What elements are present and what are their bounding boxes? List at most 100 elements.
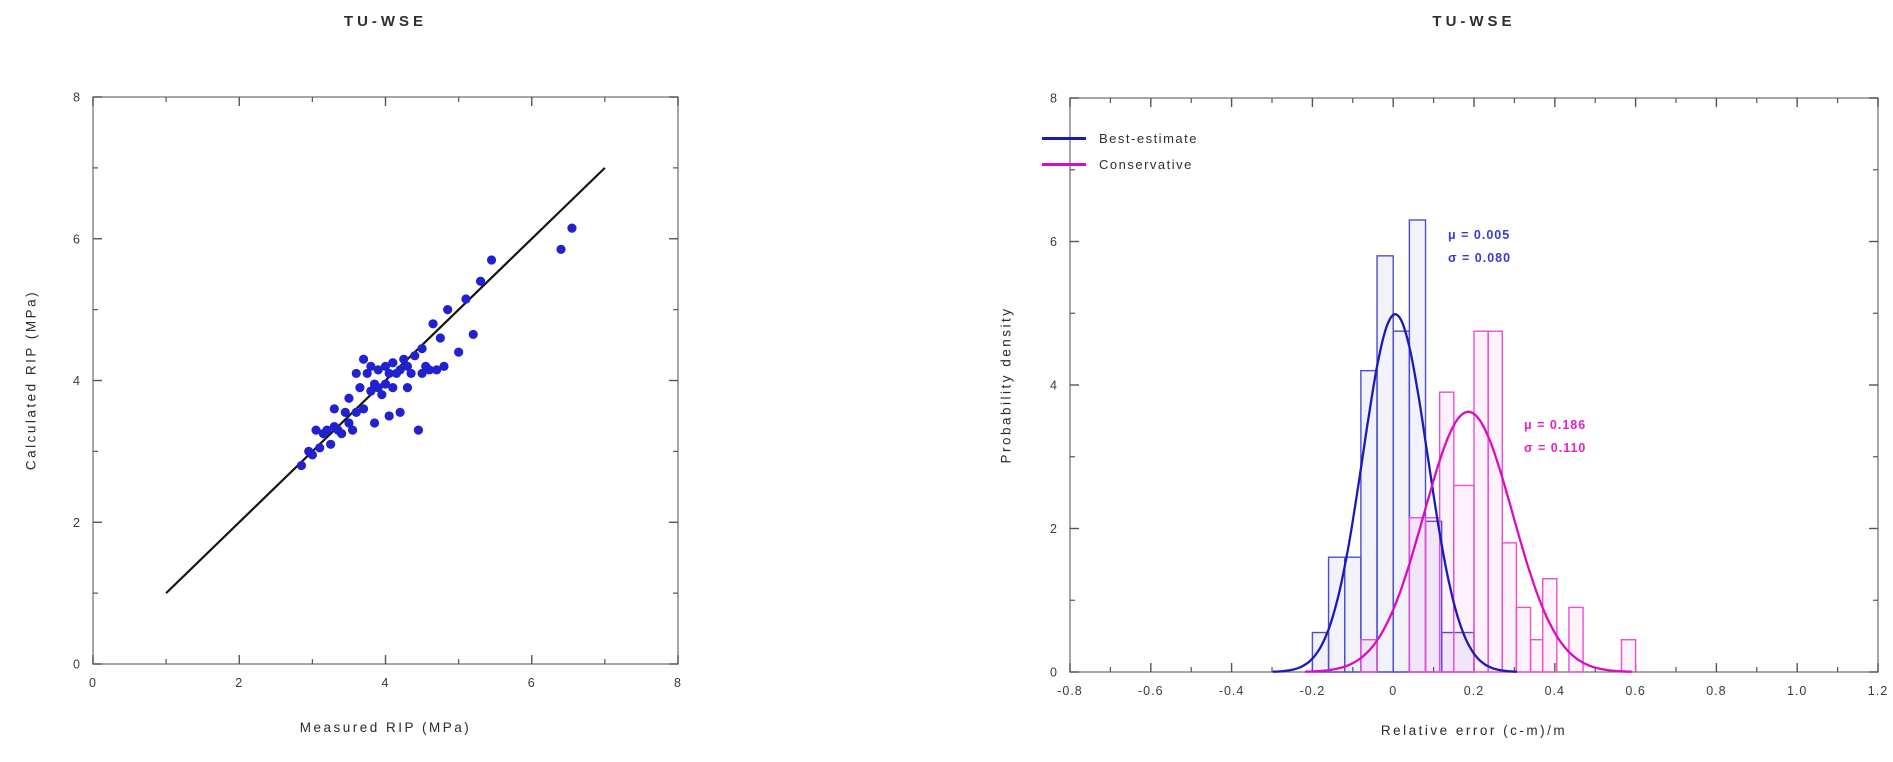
scatter-point — [439, 361, 449, 371]
scatter-point — [402, 382, 413, 393]
scatter-point — [384, 368, 394, 379]
x-axis-tick-label: 0 — [1389, 684, 1397, 698]
histogram-bar — [1515, 606, 1532, 673]
histogram-yaxis-label: Probability density — [998, 306, 1014, 464]
legend-row-best-estimate: Best-estimate — [1042, 131, 1198, 146]
y-axis-tick-label: 0 — [1050, 666, 1058, 680]
x-axis-tick-label: 8 — [674, 676, 682, 690]
y-axis-tick-label: 4 — [73, 374, 81, 388]
conservative-sigma-value: σ = 0.110 — [1524, 441, 1587, 455]
y-axis-tick-label: 2 — [73, 516, 81, 530]
y-axis-tick-label: 8 — [73, 91, 81, 105]
scatter-point — [567, 223, 577, 233]
y-axis-tick-label: 4 — [1050, 379, 1058, 393]
scatter-point — [428, 319, 438, 329]
scatter-point — [315, 443, 325, 453]
x-axis-tick-label: -0.2 — [1300, 684, 1326, 698]
y-axis-tick-label: 6 — [1050, 235, 1058, 249]
scatter-xaxis-label: Measured RIP (MPa) — [299, 720, 472, 735]
scatter-point — [402, 361, 413, 371]
best-estimate-mu-value: μ = 0.005 — [1448, 228, 1511, 242]
scatter-point — [322, 425, 332, 435]
histogram-bar — [1620, 639, 1637, 673]
x-axis-tick-label: 1.0 — [1787, 684, 1807, 698]
scatter-point — [351, 407, 361, 417]
y-axis-tick-label: 0 — [73, 658, 81, 672]
scatter-point — [337, 429, 347, 439]
histogram-bar — [1473, 330, 1489, 673]
scatter-point — [373, 382, 383, 393]
scatter-point — [296, 460, 307, 471]
scatter-point — [340, 407, 350, 417]
x-axis-tick-label: 0.4 — [1545, 684, 1565, 698]
scatter-point — [388, 382, 398, 393]
scatter-point — [384, 411, 394, 421]
legend-label-best-estimate: Best-estimate — [1099, 131, 1198, 146]
scatter-chart-title: TU-WSE — [343, 13, 428, 30]
scatter-point — [556, 244, 566, 254]
scatter-point — [369, 418, 380, 428]
x-axis-tick-label: 0.2 — [1464, 684, 1484, 698]
scatter-point — [432, 365, 442, 375]
best-estimate-stats-annotation: μ = 0.005 σ = 0.080 — [1448, 224, 1511, 270]
x-axis-tick-label: 0.6 — [1625, 684, 1645, 698]
best-estimate-sigma-value: σ = 0.080 — [1448, 251, 1512, 265]
y-axis-tick-label: 6 — [73, 232, 81, 246]
conservative-line-swatch — [1042, 163, 1086, 166]
best-estimate-line-swatch — [1042, 137, 1086, 140]
y-axis-tick-label: 2 — [1050, 522, 1058, 536]
histogram-bar — [1529, 639, 1544, 673]
scatter-point — [377, 390, 387, 400]
scatter-point — [461, 294, 471, 304]
scatter-point — [468, 329, 478, 340]
scatter-point — [395, 407, 405, 417]
scatter-point — [351, 368, 361, 379]
legend: Best-estimate Conservative — [1042, 131, 1198, 183]
histogram-bar — [1392, 330, 1411, 673]
scatter-point — [388, 358, 398, 368]
histogram-xaxis-label: Relative error (c-m)/m — [1380, 723, 1568, 738]
legend-row-conservative: Conservative — [1042, 157, 1198, 172]
scatter-point — [355, 382, 365, 393]
density-curve — [1304, 410, 1632, 673]
scatter-point — [399, 354, 409, 364]
x-axis-tick-label: -0.8 — [1057, 684, 1083, 698]
scatter-point — [406, 368, 416, 379]
histogram-bar — [1487, 330, 1503, 673]
scatter-point — [347, 425, 358, 435]
x-axis-tick-label: 1.2 — [1868, 684, 1888, 698]
scatter-point — [373, 365, 383, 375]
scatter-point — [311, 425, 321, 435]
x-axis-tick-label: -0.4 — [1219, 684, 1245, 698]
histogram-bar — [1453, 484, 1475, 673]
scatter-point — [358, 404, 369, 414]
x-axis-tick-label: 0.8 — [1706, 684, 1726, 698]
scatter-point — [395, 365, 405, 375]
scatter-point — [413, 425, 424, 435]
scatter-point — [344, 393, 354, 403]
scatter-point — [417, 344, 427, 354]
x-axis-tick-label: 2 — [235, 676, 243, 690]
x-axis-tick-label: 6 — [528, 676, 536, 690]
scatter-point — [443, 305, 453, 315]
scatter-point — [475, 276, 486, 286]
histogram-bar — [1501, 542, 1518, 673]
histogram-bar — [1311, 631, 1330, 673]
conservative-stats-annotation: μ = 0.186 σ = 0.110 — [1524, 414, 1586, 460]
scatter-point — [358, 354, 369, 364]
scatter-point — [366, 361, 376, 371]
y-axis-tick-label: 8 — [1050, 92, 1058, 106]
scatter-point — [435, 333, 445, 343]
scatter-point — [410, 351, 420, 361]
scatter-point — [380, 379, 391, 389]
histogram-chart-title: TU-WSE — [1432, 13, 1516, 30]
histogram-bar — [1344, 556, 1362, 673]
scatter-point — [326, 439, 336, 449]
scatter-point — [454, 347, 464, 357]
scatter-point — [307, 450, 317, 460]
x-axis-tick-label: 4 — [382, 676, 390, 690]
scatter-point — [366, 386, 376, 396]
scatter-point — [344, 418, 354, 428]
conservative-mu-value: μ = 0.186 — [1524, 418, 1587, 432]
